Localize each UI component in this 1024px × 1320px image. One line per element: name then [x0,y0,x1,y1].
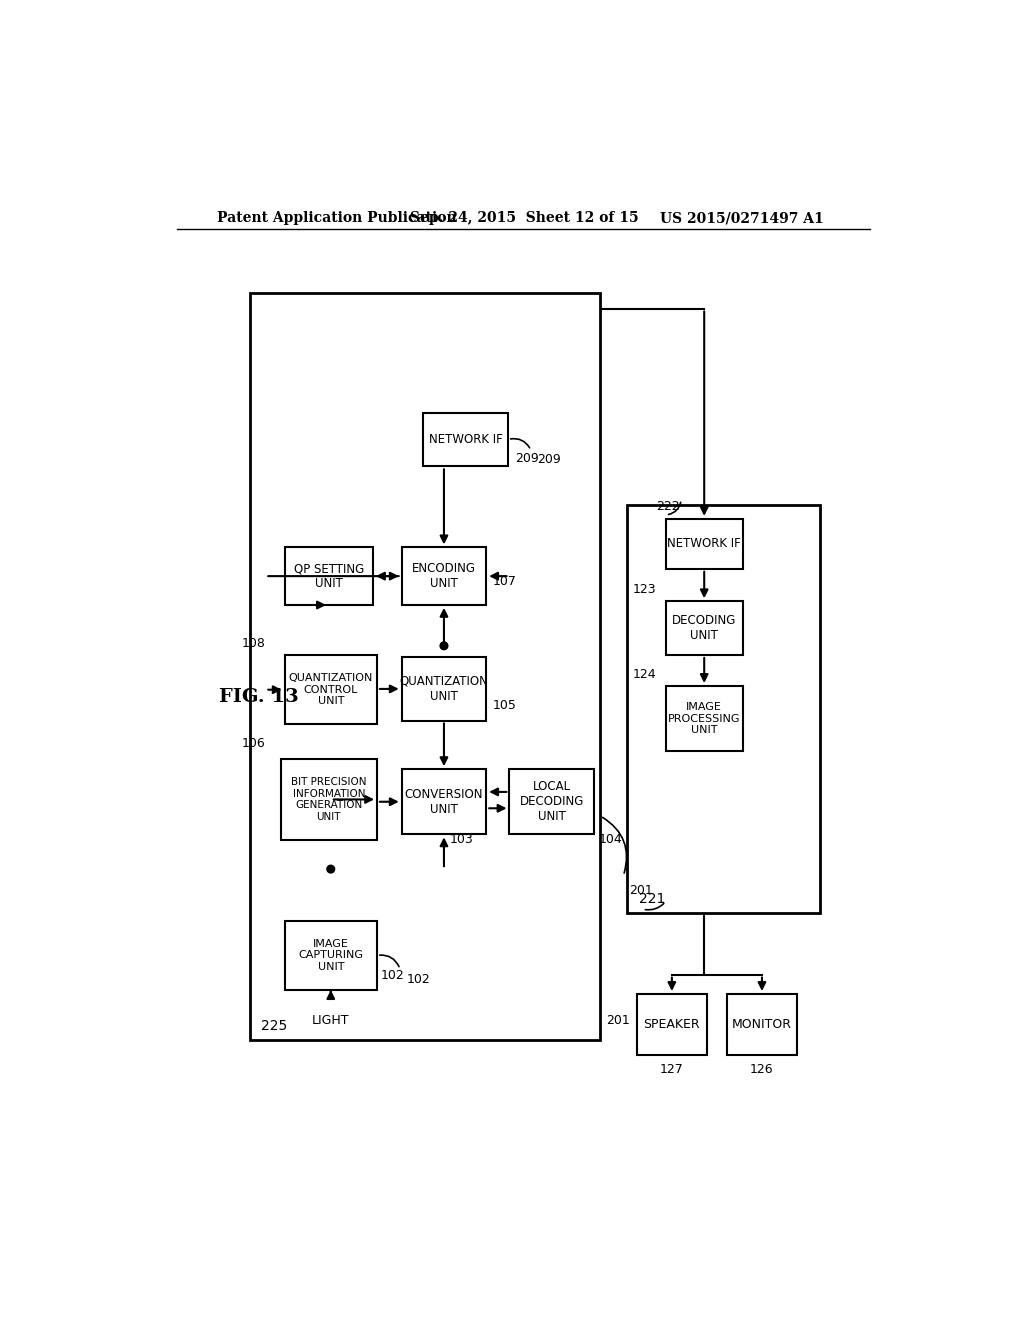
Bar [401,548,486,605]
Text: MONITOR: MONITOR [732,1018,792,1031]
Bar [285,655,377,725]
Circle shape [440,642,447,649]
Bar [666,519,742,569]
Text: 102: 102 [381,969,404,982]
Text: NETWORK IF: NETWORK IF [668,537,741,550]
Bar [727,994,797,1056]
Text: SPEAKER: SPEAKER [643,1018,700,1031]
Text: 201: 201 [630,884,653,898]
Text: 102: 102 [407,973,430,986]
Text: 124: 124 [633,668,656,681]
Text: 103: 103 [451,833,474,846]
Text: 221: 221 [639,892,666,906]
Text: 105: 105 [493,698,516,711]
Text: BIT PRECISION
INFORMATION
GENERATION
UNIT: BIT PRECISION INFORMATION GENERATION UNI… [291,777,367,822]
Bar [285,921,377,990]
Bar [666,686,742,751]
Bar [401,657,486,721]
Text: 209: 209 [538,453,561,466]
Text: ENCODING
UNIT: ENCODING UNIT [412,562,476,590]
Text: 201: 201 [606,1014,630,1027]
Text: QUANTIZATION
CONTROL
UNIT: QUANTIZATION CONTROL UNIT [289,673,373,706]
Text: 225: 225 [261,1019,288,1034]
Text: FIG. 13: FIG. 13 [219,689,299,706]
Bar [628,506,819,913]
Text: IMAGE
PROCESSING
UNIT: IMAGE PROCESSING UNIT [668,702,740,735]
Text: US 2015/0271497 A1: US 2015/0271497 A1 [659,211,823,226]
Bar [250,293,600,1040]
Bar [285,548,373,605]
Text: 127: 127 [660,1063,684,1076]
Circle shape [327,866,335,873]
Text: 222: 222 [656,500,680,513]
Bar [637,994,707,1056]
Text: 123: 123 [633,583,656,597]
Text: QP SETTING
UNIT: QP SETTING UNIT [294,562,364,590]
Bar [281,759,377,840]
Text: Sep. 24, 2015  Sheet 12 of 15: Sep. 24, 2015 Sheet 12 of 15 [411,211,639,226]
Text: QUANTIZATION
UNIT: QUANTIZATION UNIT [399,675,488,704]
Text: Patent Application Publication: Patent Application Publication [217,211,457,226]
Text: 104: 104 [599,833,623,846]
Bar [423,412,508,466]
Text: LOCAL
DECODING
UNIT: LOCAL DECODING UNIT [519,780,584,824]
Text: IMAGE
CAPTURING
UNIT: IMAGE CAPTURING UNIT [298,939,364,972]
Text: 209: 209 [515,453,540,465]
Text: 126: 126 [751,1063,774,1076]
Bar [666,601,742,655]
Text: 108: 108 [242,638,265,649]
Text: 107: 107 [493,576,516,589]
Text: 106: 106 [242,737,265,750]
Text: DECODING
UNIT: DECODING UNIT [672,614,736,642]
Bar [509,770,594,834]
Text: LIGHT: LIGHT [312,1014,349,1027]
Bar [401,770,486,834]
Text: CONVERSION
UNIT: CONVERSION UNIT [404,788,483,816]
Text: NETWORK IF: NETWORK IF [429,433,503,446]
